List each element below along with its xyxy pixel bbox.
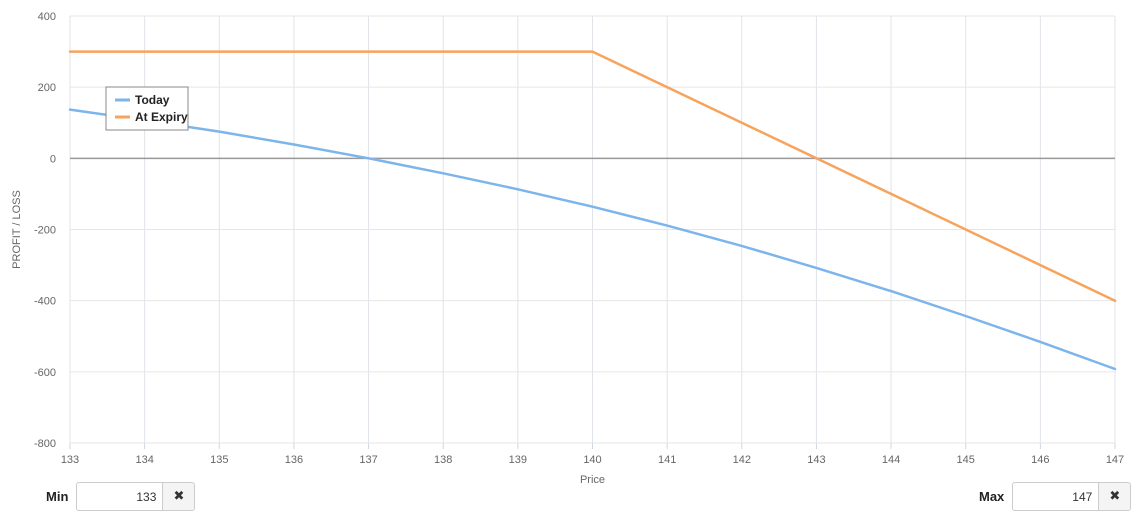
max-input[interactable] [1012, 482, 1099, 511]
y-tick-labels: 400 200 0 -200 -400 -600 -800 [34, 11, 56, 450]
x-tick-label: 142 [733, 454, 751, 466]
y-axis-title: PROFIT / LOSS [11, 190, 23, 269]
legend: Today At Expiry [105, 86, 189, 131]
max-clear-button[interactable]: ✖ [1098, 482, 1132, 511]
y-tick-label: -400 [34, 296, 56, 308]
x-tick-label: 147 [1106, 454, 1124, 466]
y-tick-label: 400 [38, 11, 56, 23]
y-tick-label: 0 [50, 153, 56, 165]
x-tick-label: 133 [61, 454, 79, 466]
x-tick-label: 136 [285, 454, 303, 466]
max-range-control: Max ✖ [979, 482, 1132, 511]
close-icon: ✖ [173, 489, 185, 504]
x-tick-label: 139 [509, 454, 527, 466]
y-tick-label: -200 [34, 225, 56, 237]
x-tick-label: 145 [957, 454, 975, 466]
x-tick-label: 143 [807, 454, 825, 466]
x-tick-label: 137 [359, 454, 377, 466]
x-tick-label: 138 [434, 454, 452, 466]
y-tick-label: -600 [34, 367, 56, 379]
x-tick-label: 144 [882, 454, 900, 466]
series-line-today [68, 108, 1117, 371]
x-tick-label: 141 [658, 454, 676, 466]
x-tick-label: 134 [135, 454, 153, 466]
min-label: Min [46, 489, 69, 504]
y-tick-label: 200 [38, 82, 56, 94]
y-tick-label: -800 [34, 438, 56, 450]
x-axis-title: Price [580, 474, 605, 486]
x-tick-label: 146 [1031, 454, 1049, 466]
min-range-control: Min ✖ [46, 482, 196, 511]
legend-label: At Expiry [135, 110, 188, 124]
legend-box [105, 86, 189, 131]
series-line-at-expiry [68, 50, 1117, 302]
close-icon: ✖ [1109, 489, 1121, 504]
max-label: Max [979, 489, 1005, 504]
x-tick-label: 135 [210, 454, 228, 466]
min-clear-button[interactable]: ✖ [162, 482, 196, 511]
series-lines [68, 50, 1117, 371]
legend-label: Today [135, 93, 170, 107]
vertical-gridlines [69, 16, 1116, 449]
x-tick-labels: 133 134 135 136 137 138 139 140 141 142 143 144 145 1… [61, 454, 1124, 466]
min-input[interactable] [76, 482, 163, 511]
x-tick-label: 140 [583, 454, 601, 466]
